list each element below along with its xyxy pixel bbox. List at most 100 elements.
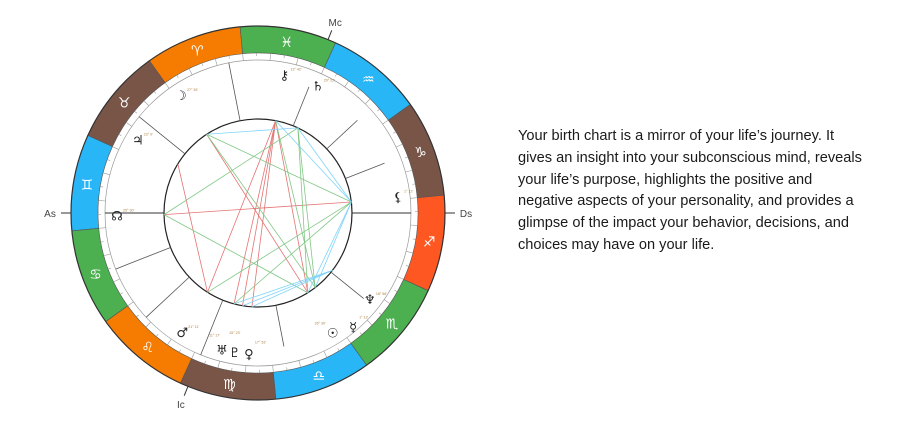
aspect-line-trine: [275, 120, 316, 288]
degree-tick: [164, 82, 170, 89]
libra-sign-icon: ♎︎: [312, 369, 325, 385]
saturn-degree: 29° 22': [324, 78, 335, 82]
taurus-sign-icon: ♉︎: [118, 96, 131, 112]
degree-tick: [136, 314, 139, 318]
degree-tick: [155, 333, 159, 337]
chiron-icon: ⚷︎: [280, 68, 290, 83]
degree-tick: [321, 67, 325, 74]
degree-tick: [404, 156, 408, 159]
degree-tick: [405, 265, 409, 267]
degree-tick: [382, 119, 389, 125]
degree-tick: [176, 74, 179, 78]
degree-tick: [286, 367, 288, 371]
lilith-degree: 1° 12': [404, 190, 413, 194]
aspect-line-trine: [207, 201, 352, 293]
degree-tick: [394, 290, 398, 293]
degree-tick: [359, 332, 363, 335]
neptune-icon: ♆︎: [364, 293, 376, 308]
descendant-label: Ds: [460, 209, 472, 220]
aspect-line-sextile: [206, 127, 298, 135]
aspect-lines: [163, 120, 352, 308]
aspect-line-sextile: [314, 201, 352, 288]
degree-tick: [143, 100, 150, 106]
degree-tick: [112, 146, 119, 150]
mc-axis-tick: [327, 30, 333, 40]
virgo-sign-icon: ♍︎: [223, 377, 236, 393]
north-node-icon: ☊︎: [111, 209, 123, 224]
degree-tick: [98, 200, 106, 202]
jupiter-degree: 23° 0': [144, 132, 153, 136]
moon-degree: 27° 39': [187, 88, 198, 92]
birth-chart-description: Your birth chart is a mirror of your lif…: [518, 128, 862, 253]
degree-tick: [298, 360, 302, 368]
degree-tick: [201, 63, 204, 67]
chart-angles: As Ds Mc Ic: [44, 18, 472, 411]
aspect-line-hard: [206, 134, 309, 293]
degree-tick: [119, 292, 123, 295]
uranus-icon: ♅︎: [216, 343, 228, 358]
aspect-line-hard: [242, 120, 277, 306]
degree-tick: [378, 312, 382, 316]
degree-tick: [365, 98, 371, 105]
degree-tick: [357, 89, 361, 93]
pluto-icon: ♇︎: [229, 346, 241, 361]
aspect-line-hard: [177, 163, 208, 293]
degree-tick: [397, 276, 404, 280]
leo-sign-icon: ♌︎: [141, 340, 154, 356]
gemini-sign-icon: ♊︎: [81, 177, 94, 193]
degree-tick: [406, 251, 413, 254]
mercury-degree: 1° 13': [359, 315, 368, 319]
sun-icon: ☉︎: [327, 327, 339, 342]
aspect-line-hard: [251, 120, 277, 307]
degree-tick: [188, 68, 193, 76]
degree-tick: [383, 299, 391, 304]
house-cusp-5: [275, 305, 285, 347]
birth-chart-wheel: ♈︎ ♉︎ ♊︎ ♋︎ ♌︎ ♍︎ ♎︎ ♏︎ ♐︎ ♑︎ ♒︎ ♓︎ ⚷︎ 13° 42' ♄︎ 29° …: [44, 18, 472, 411]
degree-tick: [103, 172, 110, 175]
sagittarius-sign-icon: ♐︎: [423, 235, 436, 251]
degree-tick: [269, 53, 271, 61]
capricorn-sign-icon: ♑︎: [414, 145, 427, 161]
aspect-line-sextile: [251, 269, 333, 308]
aspect-line-trine: [163, 214, 309, 294]
neptune-degree: 18° 58': [376, 292, 387, 296]
zodiac-ring: ♈︎ ♉︎ ♊︎ ♋︎ ♌︎ ♍︎ ♎︎ ♏︎ ♐︎ ♑︎ ♒︎ ♓︎: [70, 25, 446, 401]
degree-tick: [272, 365, 274, 373]
house-cusp-9: [326, 119, 358, 150]
degree-tick: [108, 267, 112, 270]
degree-tick: [125, 122, 133, 127]
aspect-line-sextile: [297, 127, 352, 203]
aspect-line-hard: [275, 120, 309, 293]
degree-tick: [100, 241, 104, 243]
degree-tick: [366, 320, 373, 326]
degree-tick: [337, 348, 340, 352]
jupiter-icon: ♃︎: [132, 133, 144, 148]
aspect-line-sextile: [307, 201, 352, 293]
aspect-line-trine: [233, 201, 352, 305]
chiron-degree: 13° 42': [290, 67, 301, 71]
aspect-line-sextile: [275, 120, 352, 203]
house-cusp-12: [138, 116, 186, 155]
ic-axis-tick: [183, 386, 189, 396]
degree-tick: [344, 80, 349, 88]
aspect-line-sextile: [242, 269, 333, 307]
scorpio-sign-icon: ♏︎: [386, 316, 399, 332]
degree-tick: [228, 55, 230, 59]
house-cusp-4: [200, 300, 224, 356]
degree-tick: [204, 360, 206, 364]
imum-coeli-label: Ic: [177, 400, 185, 411]
degree-tick: [167, 338, 172, 346]
degree-tick: [191, 352, 195, 359]
house-cusp-10: [292, 86, 310, 126]
degree-tick: [217, 361, 220, 368]
mercury-icon: ☿︎: [349, 320, 357, 335]
house-cusp-2: [115, 247, 171, 270]
degree-tick: [335, 73, 338, 77]
aspect-line-trine: [297, 127, 309, 293]
venus-degree: 17° 53': [255, 341, 266, 345]
planets: ⚷︎ 13° 42' ♄︎ 29° 22' ☽︎ 27° 39' ♃︎ 23° 0' ☊︎ 25°…: [111, 67, 413, 362]
venus-icon: ♀︎: [244, 348, 254, 363]
degree-tick: [153, 91, 157, 94]
aspect-line-trine: [163, 127, 299, 215]
mars-degree: 21° 11': [188, 325, 199, 329]
